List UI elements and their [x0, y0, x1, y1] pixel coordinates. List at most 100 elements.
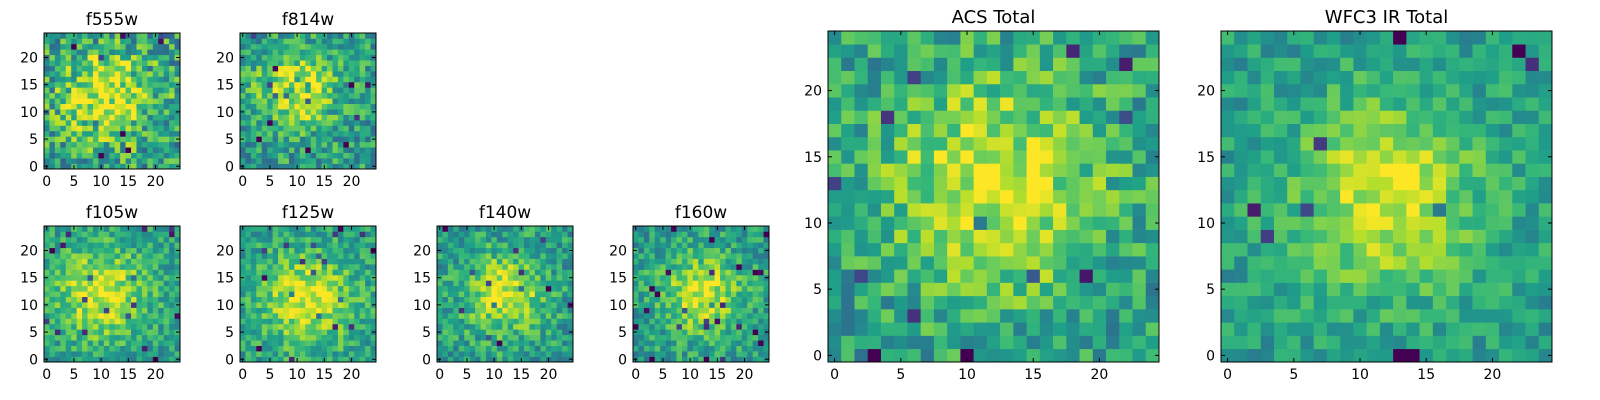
heatmap-cell	[947, 242, 961, 257]
heatmap-cell	[1026, 136, 1041, 151]
heatmap-cell	[158, 120, 164, 126]
heatmap-cell	[665, 313, 672, 319]
heatmap-cell	[638, 236, 645, 243]
heatmap-cell	[321, 269, 328, 276]
heatmap-cell	[469, 318, 476, 325]
x-tick-label: 10	[92, 367, 110, 383]
heatmap-cell	[502, 285, 509, 292]
heatmap-cell	[1079, 176, 1094, 191]
heatmap-cell	[332, 345, 339, 352]
heatmap-cell	[54, 38, 61, 45]
heatmap-cell	[299, 125, 306, 132]
heatmap-cell	[986, 110, 1001, 124]
heatmap-cell	[343, 307, 350, 314]
heatmap-cell	[305, 269, 312, 276]
heatmap-cell	[82, 351, 88, 357]
heatmap-cell	[120, 43, 126, 50]
heatmap-cell	[986, 44, 1001, 58]
heatmap-cell	[660, 280, 666, 287]
heatmap-cell	[305, 109, 312, 115]
heatmap-cell	[87, 65, 94, 72]
heatmap-cell	[147, 92, 154, 99]
heatmap-cell	[920, 176, 935, 191]
heatmap-cell	[828, 123, 842, 138]
heatmap-cell	[299, 136, 306, 143]
heatmap-cell	[54, 264, 61, 270]
y-tick-label: 20	[413, 243, 431, 259]
heatmap-cell	[288, 130, 295, 137]
heatmap-cell	[71, 296, 77, 303]
heatmap-cell	[960, 176, 974, 191]
heatmap-cell	[480, 247, 487, 254]
heatmap-cell	[125, 269, 132, 276]
heatmap-cell	[98, 318, 105, 325]
heatmap-cell	[1026, 295, 1041, 310]
heatmap-cell	[1026, 97, 1041, 111]
heatmap-cell	[365, 269, 371, 276]
heatmap-cell	[131, 340, 137, 346]
heatmap-cell	[87, 236, 94, 243]
heatmap-cell	[1340, 163, 1354, 177]
heatmap-cell	[365, 285, 371, 292]
heatmap-cell	[524, 323, 530, 330]
heatmap-cell	[174, 141, 181, 148]
heatmap-cell	[1353, 203, 1367, 217]
heatmap-cell	[283, 49, 290, 56]
heatmap-cell	[65, 269, 72, 276]
heatmap-cell	[1145, 163, 1160, 177]
heatmap-cell	[310, 60, 317, 66]
heatmap-cell	[316, 334, 322, 341]
heatmap-cell	[337, 269, 344, 276]
heatmap-cell	[1419, 269, 1434, 283]
heatmap-cell	[485, 307, 492, 314]
heatmap-cell	[1326, 242, 1341, 257]
heatmap-cell	[354, 231, 360, 238]
heatmap-cell	[649, 226, 656, 232]
heatmap-cell	[1353, 256, 1367, 270]
heatmap-cell	[152, 258, 159, 265]
heatmap-cell	[698, 253, 705, 259]
heatmap-cell	[437, 351, 443, 357]
heatmap-cell	[567, 345, 574, 352]
heatmap-cell	[98, 280, 105, 287]
heatmap-cell	[76, 291, 83, 298]
heatmap-cell	[120, 33, 126, 39]
heatmap-cell	[131, 253, 137, 259]
heatmap-cell	[1340, 216, 1354, 230]
heatmap-cell	[986, 123, 1001, 138]
heatmap-cell	[1326, 348, 1341, 363]
heatmap-cell	[1053, 348, 1067, 363]
heatmap-cell	[174, 340, 181, 346]
heatmap-cell	[141, 280, 148, 287]
heatmap-cell	[245, 329, 252, 336]
heatmap-cell	[141, 49, 148, 56]
heatmap-cell	[245, 302, 252, 308]
heatmap-cell	[714, 264, 721, 270]
heatmap-cell	[316, 130, 322, 137]
heatmap-cell	[60, 38, 67, 45]
heatmap-cell	[261, 296, 268, 303]
heatmap-cell	[736, 351, 743, 357]
heatmap-cell	[125, 38, 132, 45]
heatmap-cell	[480, 280, 487, 287]
heatmap-cell	[747, 274, 753, 281]
heatmap-cell	[136, 38, 143, 45]
heatmap-cell	[736, 280, 743, 287]
heatmap-cell	[250, 226, 257, 232]
heatmap-cell	[114, 152, 121, 159]
heatmap-cell	[1092, 57, 1107, 72]
heatmap-cell	[337, 302, 344, 308]
heatmap-cell	[141, 163, 148, 170]
heatmap-cell	[654, 291, 661, 298]
heatmap-cell	[305, 76, 312, 83]
heatmap-cell	[867, 322, 882, 336]
heatmap-cell	[44, 285, 50, 292]
heatmap-cell	[736, 356, 743, 363]
heatmap-cell	[480, 318, 487, 325]
heatmap-cell	[337, 114, 344, 121]
heatmap-cell	[741, 318, 748, 325]
heatmap-cell	[76, 81, 83, 88]
heatmap-cell	[365, 264, 371, 270]
heatmap-cell	[1119, 282, 1133, 297]
heatmap-cell	[65, 345, 72, 352]
